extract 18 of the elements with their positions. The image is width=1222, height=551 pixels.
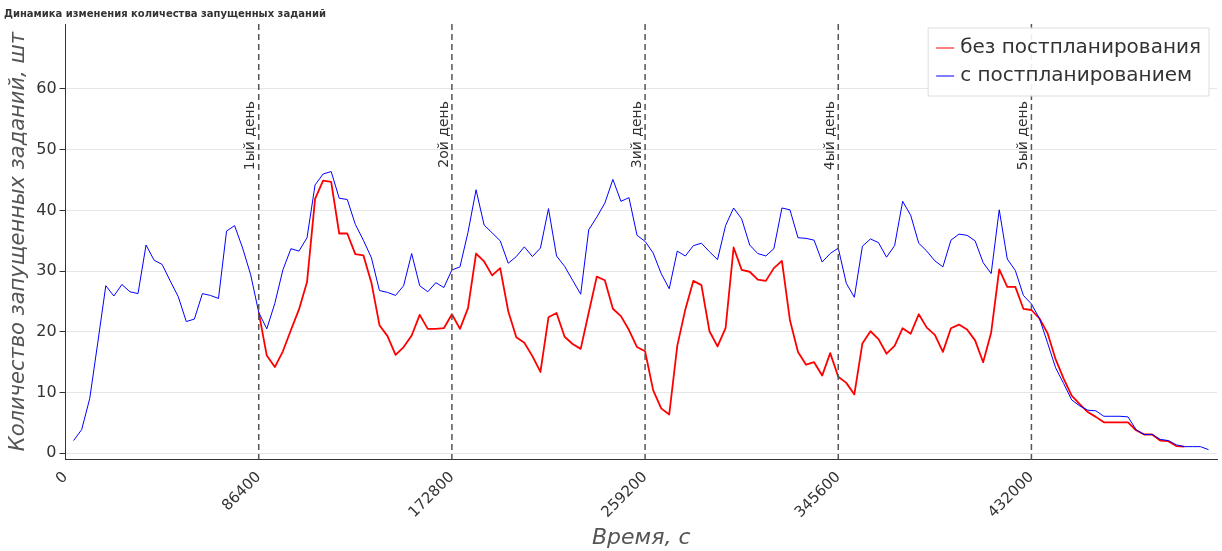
legend-label: с постпланированием: [960, 62, 1193, 87]
ref-line-label: 2ой день: [434, 101, 451, 168]
ref-line-label: 5ый день: [1014, 101, 1031, 171]
x-axis-title: Время, с: [592, 523, 691, 549]
y-axis-title: Количество запущенных заданий, шт: [5, 31, 30, 452]
x-tick-label: 0: [51, 467, 72, 488]
y-tick-label: 40: [36, 199, 57, 219]
legend-label: без постпланирования: [960, 34, 1201, 59]
ref-line-label: 4ый день: [820, 101, 837, 171]
chart-title: Динамика изменения количества запущенных заданий: [4, 7, 326, 19]
ref-line-label: 3ий день: [627, 101, 644, 169]
y-tick-label: 30: [36, 260, 57, 280]
y-tick-label: 60: [36, 78, 57, 98]
ref-line-label: 1ый день: [241, 101, 258, 171]
y-tick-label: 0: [46, 442, 57, 462]
y-tick-label: 10: [36, 381, 57, 401]
y-tick-label: 50: [36, 138, 57, 158]
y-tick-label: 20: [36, 321, 57, 341]
